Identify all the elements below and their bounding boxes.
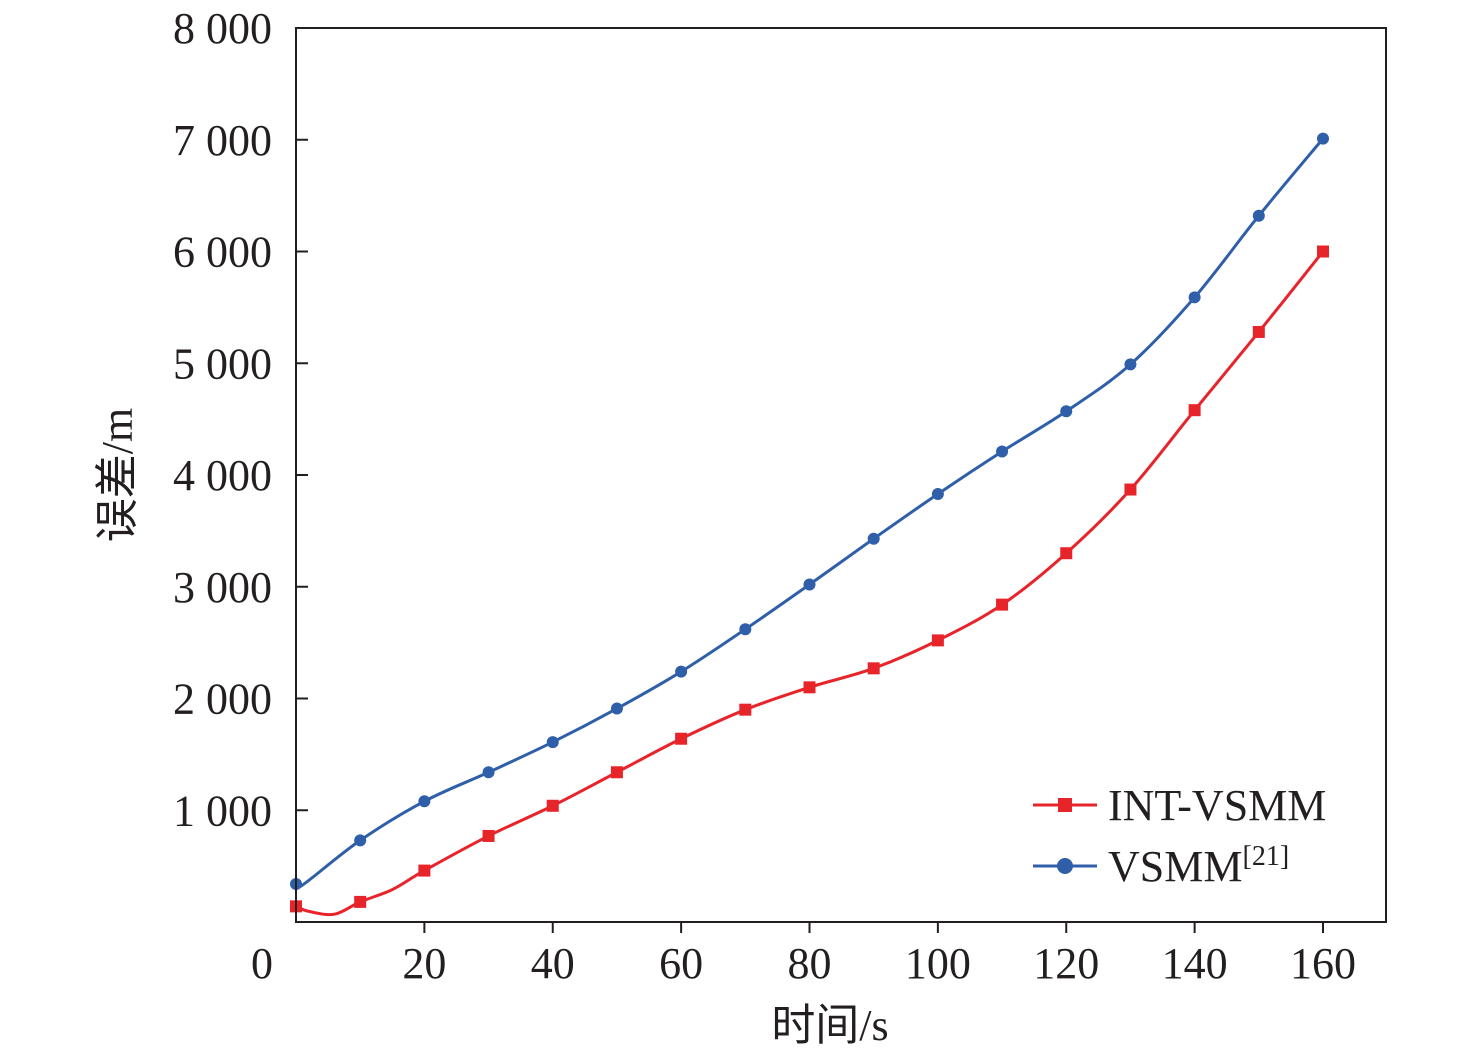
- data-point-int-vsmm-30: [482, 829, 495, 842]
- legend-label-vsmm-main: VSMM: [1108, 842, 1243, 891]
- data-point-vsmm-160: [1317, 132, 1329, 145]
- legend-label-int-vsmm: INT-VSMM: [1108, 781, 1326, 830]
- data-point-vsmm-10: [354, 834, 367, 847]
- data-point-int-vsmm-40: [546, 799, 559, 812]
- data-point-vsmm-30: [482, 766, 495, 779]
- data-point-vsmm-130: [1124, 358, 1137, 371]
- data-point-int-vsmm-140: [1188, 404, 1201, 417]
- data-point-int-vsmm-120: [1060, 547, 1073, 560]
- legend-label-vsmm-sup: [21]: [1243, 841, 1290, 872]
- legend-marker-vsmm: [1057, 858, 1073, 874]
- x-tick-label-100: 100: [905, 939, 971, 988]
- y-axis-title: 误差/m: [93, 408, 142, 542]
- data-point-int-vsmm-130: [1124, 483, 1137, 496]
- data-point-int-vsmm-110: [996, 598, 1009, 611]
- y-axis-ticks: 1 000 2 000 3 000 4 000 5 000 6 000 7 000 8 000: [173, 4, 308, 835]
- data-point-vsmm-150: [1252, 209, 1265, 222]
- data-point-vsmm-90: [867, 532, 880, 545]
- data-point-vsmm-70: [739, 623, 752, 636]
- data-point-int-vsmm-70: [739, 703, 752, 716]
- data-point-int-vsmm-60: [675, 732, 688, 745]
- legend-item-vsmm: VSMM[21]: [1033, 841, 1289, 891]
- legend-item-int-vsmm: INT-VSMM: [1033, 781, 1326, 830]
- x-axis-title: 时间/s: [771, 1001, 888, 1050]
- y-tick-label-1000: 1 000: [173, 786, 272, 835]
- x-tick-label-60: 60: [659, 939, 703, 988]
- data-point-vsmm-20: [418, 795, 431, 808]
- data-point-vsmm-140: [1188, 291, 1201, 304]
- data-point-int-vsmm-160: [1317, 245, 1329, 258]
- y-tick-label-5000: 5 000: [173, 339, 272, 388]
- x-tick-label-120: 120: [1033, 939, 1099, 988]
- series-layer: [290, 132, 1329, 917]
- y-tick-label-8000: 8 000: [173, 4, 272, 53]
- data-point-vsmm-40: [546, 736, 559, 749]
- data-point-vsmm-60: [675, 665, 688, 678]
- data-point-int-vsmm-90: [867, 662, 880, 675]
- data-point-int-vsmm-10: [354, 895, 367, 908]
- x-axis-ticks: 0 20 40 60 80 100 120 140 160: [251, 922, 1356, 988]
- data-point-vsmm-110: [996, 445, 1009, 458]
- x-tick-label-0: 0: [251, 939, 273, 988]
- data-point-int-vsmm-20: [418, 864, 431, 877]
- y-tick-label-7000: 7 000: [173, 116, 272, 165]
- y-tick-label-6000: 6 000: [173, 228, 272, 277]
- x-tick-label-40: 40: [531, 939, 575, 988]
- data-point-vsmm-100: [931, 487, 944, 500]
- data-point-int-vsmm-50: [610, 766, 623, 779]
- data-point-vsmm-50: [610, 702, 623, 715]
- y-tick-label-4000: 4 000: [173, 451, 272, 500]
- series-line-vsmm: [294, 137, 1325, 890]
- x-tick-label-160: 160: [1290, 939, 1356, 988]
- data-point-vsmm-120: [1060, 405, 1073, 418]
- legend-label-vsmm: VSMM[21]: [1108, 841, 1289, 891]
- data-point-int-vsmm-80: [803, 681, 816, 694]
- x-tick-label-20: 20: [402, 939, 446, 988]
- plot-frame: [295, 27, 1387, 923]
- y-tick-label-3000: 3 000: [173, 563, 272, 612]
- x-tick-label-140: 140: [1162, 939, 1228, 988]
- data-point-int-vsmm-100: [931, 634, 944, 647]
- legend-marker-int-vsmm: [1058, 798, 1072, 812]
- data-point-vsmm-80: [803, 578, 816, 591]
- legend: INT-VSMM VSMM[21]: [1033, 781, 1326, 891]
- data-point-int-vsmm-150: [1252, 325, 1265, 338]
- x-tick-label-80: 80: [788, 939, 832, 988]
- y-tick-label-2000: 2 000: [173, 675, 272, 724]
